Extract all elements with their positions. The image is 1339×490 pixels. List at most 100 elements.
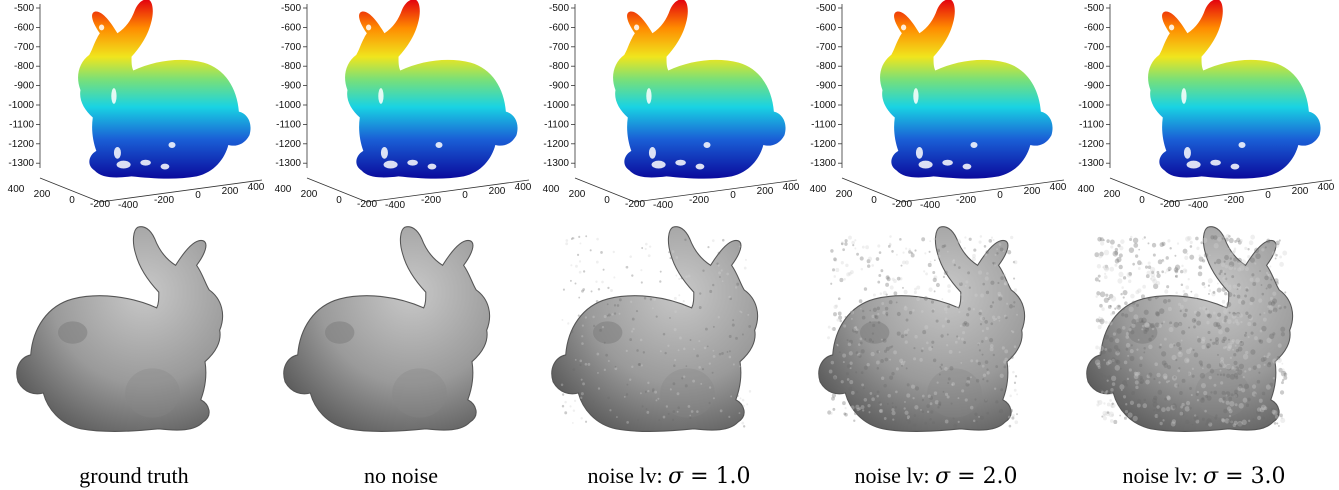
z-tick-label: -600 xyxy=(14,22,34,33)
y-tick-label: -200 xyxy=(1224,195,1244,206)
y-tick-label: 0 xyxy=(462,190,468,201)
caption-prefix: noise lv: xyxy=(1122,463,1204,488)
y-tick-label: 0 xyxy=(997,190,1003,201)
z-tick-label: -1000 xyxy=(543,100,569,111)
caption-prefix: noise lv: xyxy=(854,463,936,488)
sigma-symbol: σ xyxy=(935,464,951,489)
x-tick-label: -200 xyxy=(357,199,377,210)
y-tick-label: 200 xyxy=(757,186,774,197)
x-tick-label: 0 xyxy=(871,195,877,206)
z-tick-label: -600 xyxy=(281,22,301,33)
x-tick-label: 400 xyxy=(275,184,292,195)
z-tick-label: -600 xyxy=(816,22,836,33)
z-tick-label: -1100 xyxy=(9,119,34,130)
sigma-value: 1.0 xyxy=(715,464,751,489)
z-tick-label: -1000 xyxy=(1078,100,1104,111)
x-tick-label: 200 xyxy=(1104,189,1121,200)
z-tick-label: -1200 xyxy=(8,139,34,150)
point-cloud-plot: -500 -600 -700 -800 -900 -1000 -1100 -1200 -1300… xyxy=(8,0,265,211)
z-tick-label: -1300 xyxy=(275,158,301,169)
panel-noise-1: -500 -600 -700 -800 -900 -1000 -1100 -1200 -1300… xyxy=(535,0,803,490)
panel-caption: no noise xyxy=(267,463,535,489)
sigma-value: 2.0 xyxy=(982,464,1018,489)
y-tick-label: 400 xyxy=(248,182,265,193)
z-tick-label: -800 xyxy=(281,61,301,72)
y-tick-label: -200 xyxy=(154,195,174,206)
y-tick-label: -400 xyxy=(920,200,940,211)
z-tick-label: -1000 xyxy=(810,100,836,111)
x-tick-label: -200 xyxy=(90,199,110,210)
x-tick-label: -200 xyxy=(625,199,645,210)
bunny-mesh-render xyxy=(551,226,759,432)
x-tick-label: 0 xyxy=(604,195,610,206)
point-cloud-plot: -500 -600 -700 -800 -900 -1000 -1100 -1200 -1300… xyxy=(275,0,532,211)
panel-caption: ground truth xyxy=(0,463,268,489)
y-tick-label: 0 xyxy=(730,190,736,201)
y-tick-label: 200 xyxy=(1024,186,1041,197)
y-tick-label: -400 xyxy=(385,200,405,211)
equals-sign: = xyxy=(1218,464,1251,489)
panel-caption: noise lv: σ = 1.0 xyxy=(535,463,803,489)
bunny-point-cloud xyxy=(345,0,518,179)
z-tick-label: -1300 xyxy=(810,158,836,169)
y-tick-label: 400 xyxy=(1050,182,1067,193)
z-tick-label: -1100 xyxy=(276,119,301,130)
x-tick-label: 400 xyxy=(810,184,827,195)
y-tick-label: -200 xyxy=(689,195,709,206)
sigma-value: 3.0 xyxy=(1250,464,1286,489)
caption-prefix: noise lv: xyxy=(587,463,669,488)
sigma-symbol: σ xyxy=(668,464,684,489)
y-tick-label: 0 xyxy=(195,190,201,201)
x-tick-label: 0 xyxy=(69,195,75,206)
z-tick-label: -1300 xyxy=(1078,158,1104,169)
panel-caption: noise lv: σ = 2.0 xyxy=(802,463,1070,489)
bunny-mesh-render xyxy=(1086,226,1294,432)
y-tick-label: 400 xyxy=(783,182,800,193)
sigma-symbol: σ xyxy=(1203,464,1219,489)
x-tick-label: 0 xyxy=(336,195,342,206)
panel-noise-3: -500 -600 -700 -800 -900 -1000 -1100 -1200 -1300… xyxy=(1070,0,1338,490)
z-tick-label: -1200 xyxy=(810,139,836,150)
z-tick-label: -700 xyxy=(1084,42,1104,53)
x-tick-label: 200 xyxy=(34,189,51,200)
z-tick-label: -600 xyxy=(549,22,569,33)
caption-text: ground truth xyxy=(79,463,189,488)
y-tick-label: 0 xyxy=(1265,190,1271,201)
z-tick-label: -500 xyxy=(281,3,301,14)
z-tick-label: -1100 xyxy=(1079,119,1104,130)
x-tick-label: 400 xyxy=(1078,184,1095,195)
z-tick-label: -1200 xyxy=(1078,139,1104,150)
z-tick-label: -700 xyxy=(281,42,301,53)
z-tick-label: -900 xyxy=(281,81,301,92)
z-tick-label: -800 xyxy=(14,61,34,72)
y-tick-label: -400 xyxy=(118,200,138,211)
point-cloud-plot: -500 -600 -700 -800 -900 -1000 -1100 -1200 -1300… xyxy=(810,0,1067,211)
z-tick-label: -500 xyxy=(549,3,569,14)
bunny-point-cloud xyxy=(880,0,1053,179)
z-tick-label: -800 xyxy=(549,61,569,72)
z-tick-label: -800 xyxy=(1084,61,1104,72)
panel-ground-truth: -500 -600 -700 -800 -900 -1000 -1100 -1200 -1300… xyxy=(0,0,268,490)
z-tick-label: -500 xyxy=(14,3,34,14)
y-tick-label: -400 xyxy=(1188,200,1208,211)
y-tick-label: 200 xyxy=(489,186,506,197)
z-tick-label: -500 xyxy=(1084,3,1104,14)
z-tick-label: -800 xyxy=(816,61,836,72)
bunny-point-cloud xyxy=(1148,0,1321,179)
z-tick-label: -900 xyxy=(1084,81,1104,92)
z-tick-label: -1200 xyxy=(275,139,301,150)
panel-caption: noise lv: σ = 3.0 xyxy=(1070,463,1338,489)
y-tick-label: 400 xyxy=(1318,182,1335,193)
z-tick-label: -900 xyxy=(549,81,569,92)
bunny-point-cloud xyxy=(78,0,251,179)
z-tick-label: -700 xyxy=(14,42,34,53)
z-tick-label: -700 xyxy=(816,42,836,53)
y-tick-label: 200 xyxy=(222,186,239,197)
point-cloud-plot: -500 -600 -700 -800 -900 -1000 -1100 -1200 -1300… xyxy=(543,0,800,211)
x-tick-label: -200 xyxy=(1160,199,1180,210)
z-tick-label: -1300 xyxy=(8,158,34,169)
equals-sign: = xyxy=(950,464,983,489)
y-tick-label: 200 xyxy=(1292,186,1309,197)
z-tick-label: -600 xyxy=(1084,22,1104,33)
z-tick-label: -1000 xyxy=(275,100,301,111)
